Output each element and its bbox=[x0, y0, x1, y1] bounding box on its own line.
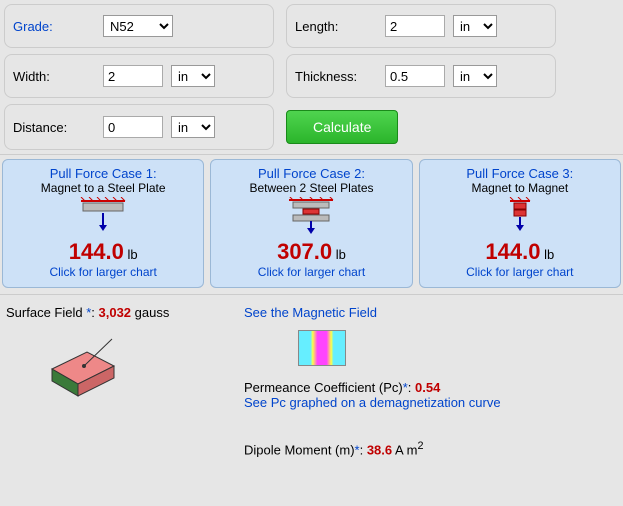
dipole-sep: : bbox=[360, 442, 367, 457]
case-1-title: Pull Force Case 1: bbox=[7, 166, 199, 181]
thickness-box: Thickness: in bbox=[286, 54, 556, 98]
calculate-button[interactable]: Calculate bbox=[286, 110, 398, 144]
thickness-label: Thickness: bbox=[295, 69, 385, 84]
dipole-unit-pre: A m bbox=[392, 442, 417, 457]
dipole-value: 38.6 bbox=[367, 442, 392, 457]
case-1-value: 144.0 bbox=[69, 239, 124, 264]
case-2-subtitle: Between 2 Steel Plates bbox=[215, 181, 407, 195]
calculate-box: Calculate bbox=[286, 104, 556, 150]
case-3-subtitle: Magnet to Magnet bbox=[424, 181, 616, 195]
case-card-1[interactable]: Pull Force Case 1: Magnet to a Steel Pla… bbox=[2, 159, 204, 288]
thickness-input[interactable] bbox=[385, 65, 445, 87]
case-2-link[interactable]: Click for larger chart bbox=[215, 265, 407, 279]
case-2-icon bbox=[215, 197, 407, 237]
magnet-illustration bbox=[42, 334, 226, 407]
surface-field-label: Surface Field bbox=[6, 305, 86, 320]
field-thumb-icon[interactable] bbox=[298, 330, 346, 366]
case-2-title: Pull Force Case 2: bbox=[215, 166, 407, 181]
case-2-value: 307.0 bbox=[277, 239, 332, 264]
surface-field-unit: gauss bbox=[131, 305, 169, 320]
case-1-icon bbox=[7, 197, 199, 237]
case-1-value-row: 144.0 lb bbox=[7, 239, 199, 265]
width-label: Width: bbox=[13, 69, 103, 84]
grade-select[interactable]: N52 bbox=[103, 15, 173, 37]
case-1-link[interactable]: Click for larger chart bbox=[7, 265, 199, 279]
length-unit[interactable]: in bbox=[453, 15, 497, 37]
case-1-subtitle: Magnet to a Steel Plate bbox=[7, 181, 199, 195]
see-field-link[interactable]: See the Magnetic Field bbox=[244, 305, 617, 320]
width-input[interactable] bbox=[103, 65, 163, 87]
case-2-unit: lb bbox=[336, 247, 346, 262]
surface-field-value: 3,032 bbox=[99, 305, 132, 320]
length-label: Length: bbox=[295, 19, 385, 34]
case-3-icon bbox=[424, 197, 616, 237]
length-box: Length: in bbox=[286, 4, 556, 48]
case-1-unit: lb bbox=[127, 247, 137, 262]
length-input[interactable] bbox=[385, 15, 445, 37]
thickness-unit[interactable]: in bbox=[453, 65, 497, 87]
distance-input[interactable] bbox=[103, 116, 163, 138]
case-3-value-row: 144.0 lb bbox=[424, 239, 616, 265]
demag-link[interactable]: See Pc graphed on a demagnetization curv… bbox=[244, 395, 617, 410]
width-unit[interactable]: in bbox=[171, 65, 215, 87]
case-card-2[interactable]: Pull Force Case 2: Between 2 Steel Plate… bbox=[210, 159, 412, 288]
cases-row: Pull Force Case 1: Magnet to a Steel Pla… bbox=[0, 154, 623, 295]
permeance-label: Permeance Coefficient (Pc) bbox=[244, 380, 403, 395]
width-box: Width: in bbox=[4, 54, 274, 98]
bottom-area: Surface Field *: 3,032 gauss See the Mag… bbox=[0, 295, 623, 467]
permeance-sep: : bbox=[408, 380, 415, 395]
surface-field-sep: : bbox=[91, 305, 98, 320]
case-3-title: Pull Force Case 3: bbox=[424, 166, 616, 181]
case-card-3[interactable]: Pull Force Case 3: Magnet to Magnet 144.… bbox=[419, 159, 621, 288]
grade-box: Grade: N52 bbox=[4, 4, 274, 48]
dipole-unit-sup: 2 bbox=[417, 440, 423, 452]
permeance-value: 0.54 bbox=[415, 380, 440, 395]
case-3-link[interactable]: Click for larger chart bbox=[424, 265, 616, 279]
grade-label[interactable]: Grade: bbox=[13, 19, 103, 34]
dipole-label: Dipole Moment (m) bbox=[244, 442, 355, 457]
case-3-unit: lb bbox=[544, 247, 554, 262]
case-2-value-row: 307.0 lb bbox=[215, 239, 407, 265]
case-3-value: 144.0 bbox=[485, 239, 540, 264]
distance-label: Distance: bbox=[13, 120, 103, 135]
distance-box: Distance: in bbox=[4, 104, 274, 150]
distance-unit[interactable]: in bbox=[171, 116, 215, 138]
